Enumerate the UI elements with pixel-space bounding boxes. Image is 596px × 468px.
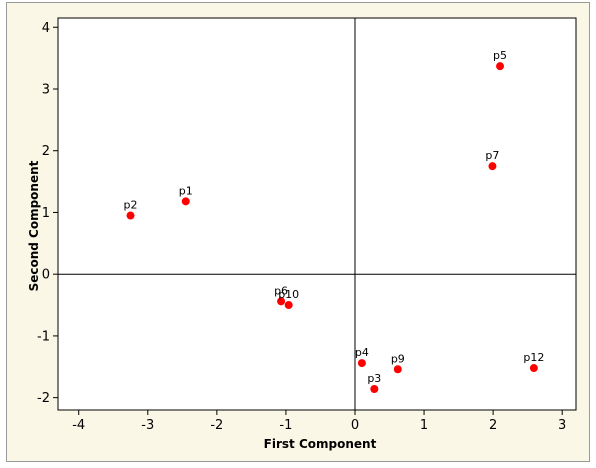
reference-lines	[58, 18, 576, 410]
data-point-p5	[496, 62, 505, 71]
y-tick-label: 1	[42, 206, 50, 221]
x-axis: -4 -3 -2 -1 0 1 2 3	[72, 410, 566, 433]
point-label-p9: p9	[391, 352, 405, 365]
data-point-p3	[370, 385, 379, 394]
point-label-p5: p5	[493, 49, 507, 62]
data-point-p12	[529, 364, 538, 373]
data-point-p9	[393, 365, 402, 374]
y-axis: -2 -1 0 1 2 3 4	[37, 21, 58, 406]
x-tick-label: 1	[420, 418, 428, 433]
plot-area	[57, 17, 577, 411]
y-tick-label: -2	[37, 391, 50, 406]
point-label-p6: p6	[274, 284, 288, 297]
y-tick-label: 3	[42, 82, 50, 97]
point-label-p1: p1	[179, 184, 193, 197]
point-label-p3: p3	[367, 372, 381, 385]
x-tick-label: -4	[72, 418, 85, 433]
y-axis-title: Second Component	[27, 160, 41, 291]
data-point-p2	[126, 211, 135, 220]
point-label-p12: p12	[523, 351, 544, 364]
data-points: p1 p2 p3 p4 p5 p6 p7 p9 p10 p12	[124, 49, 544, 394]
data-point-p1	[181, 197, 190, 206]
y-tick-label: 0	[42, 268, 50, 283]
x-tick-label: -2	[210, 418, 223, 433]
data-point-p7	[488, 162, 497, 171]
x-tick-label: 0	[351, 418, 359, 433]
y-tick-label: -1	[37, 329, 50, 344]
point-label-p2: p2	[124, 199, 138, 212]
x-tick-label: 3	[558, 418, 566, 433]
x-axis-title: First Component	[264, 437, 377, 451]
y-tick-label: 2	[42, 144, 50, 159]
data-point-p4	[357, 359, 366, 368]
point-label-p10: p10	[278, 288, 299, 301]
y-tick-label: 4	[42, 21, 50, 36]
point-label-p7: p7	[485, 149, 499, 162]
data-point-p10	[284, 301, 293, 310]
x-tick-label: -3	[141, 418, 154, 433]
x-tick-label: 2	[489, 418, 497, 433]
data-point-p6	[277, 297, 286, 306]
point-label-p4: p4	[355, 346, 369, 359]
x-tick-label: -1	[279, 418, 292, 433]
